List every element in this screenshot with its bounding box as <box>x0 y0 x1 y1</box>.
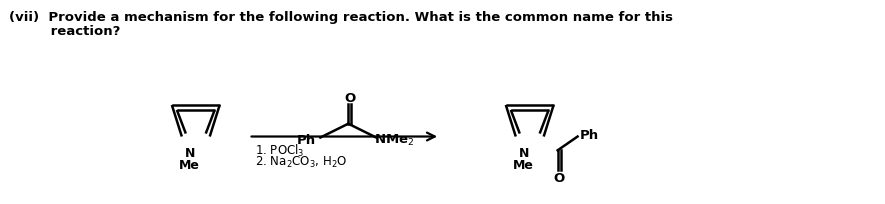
Text: N: N <box>519 147 529 160</box>
Text: 1. POCl$_3$: 1. POCl$_3$ <box>255 142 304 158</box>
Text: Me: Me <box>513 159 535 171</box>
Text: NMe$_2$: NMe$_2$ <box>374 132 414 147</box>
Text: reaction?: reaction? <box>10 25 120 38</box>
Text: Ph: Ph <box>580 128 599 141</box>
Text: O: O <box>344 91 356 104</box>
Text: Ph: Ph <box>296 133 316 146</box>
Text: N: N <box>185 147 195 160</box>
Text: O: O <box>553 172 565 185</box>
Text: 2. Na$_2$CO$_3$, H$_2$O: 2. Na$_2$CO$_3$, H$_2$O <box>255 154 347 170</box>
Text: (vii)  Provide a mechanism for the following reaction. What is the common name f: (vii) Provide a mechanism for the follow… <box>10 11 673 24</box>
Text: Me: Me <box>180 159 200 171</box>
